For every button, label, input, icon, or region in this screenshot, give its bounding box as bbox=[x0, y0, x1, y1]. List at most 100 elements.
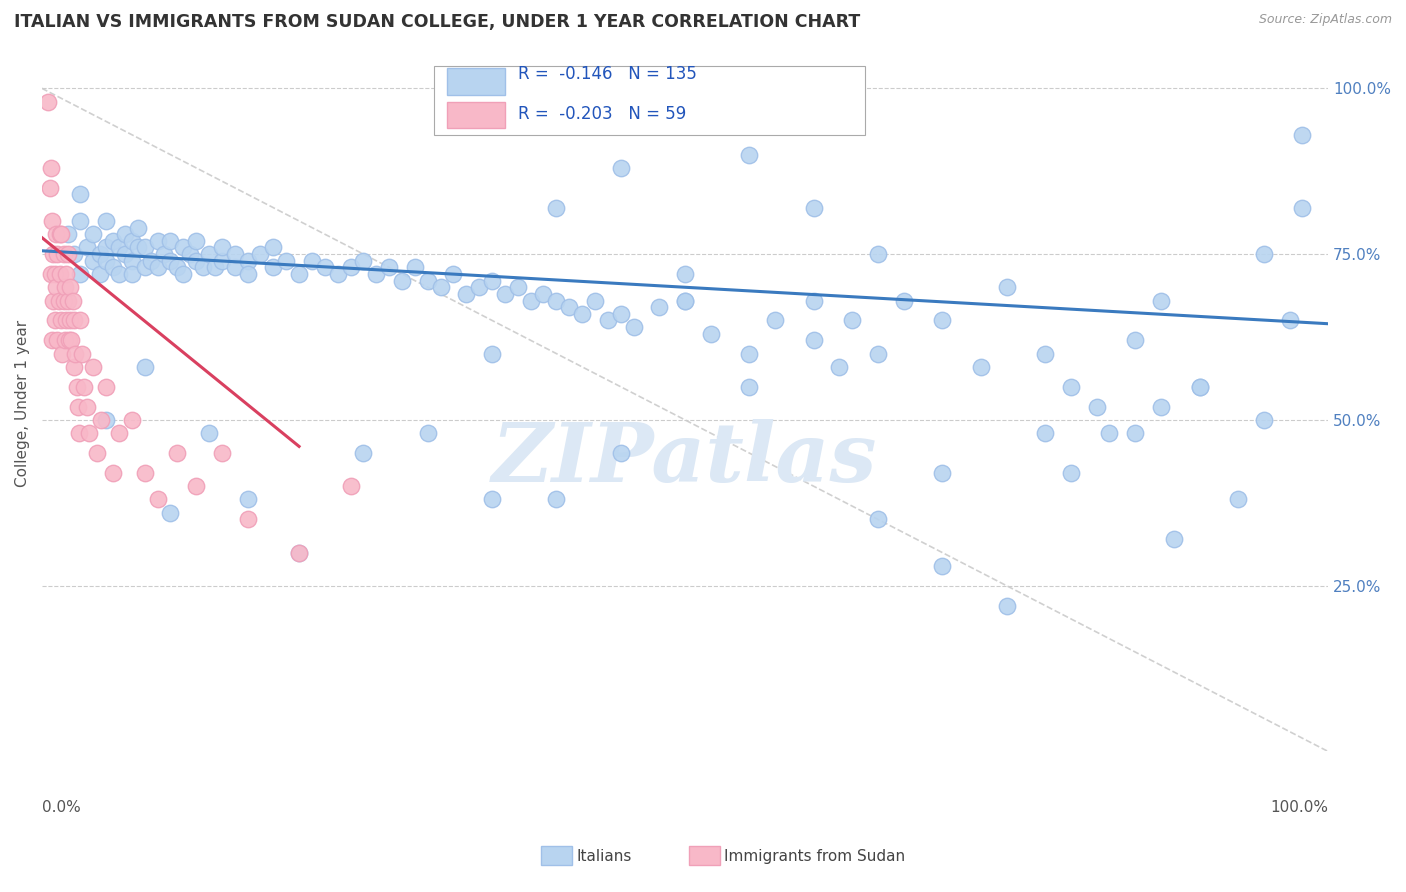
Point bbox=[48, 293, 70, 308]
Point bbox=[53, 334, 76, 348]
Point bbox=[596, 313, 619, 327]
Point bbox=[159, 506, 181, 520]
Point bbox=[89, 267, 111, 281]
Point bbox=[121, 413, 143, 427]
Point bbox=[49, 267, 72, 281]
Point bbox=[1227, 492, 1250, 507]
Point bbox=[101, 466, 124, 480]
Point bbox=[1123, 334, 1146, 348]
Point bbox=[146, 234, 169, 248]
Point bbox=[352, 253, 374, 268]
Point bbox=[366, 267, 388, 281]
Point bbox=[468, 280, 491, 294]
Point bbox=[506, 280, 529, 294]
FancyBboxPatch shape bbox=[434, 66, 865, 136]
Point bbox=[127, 220, 149, 235]
Point bbox=[159, 234, 181, 248]
Point bbox=[94, 253, 117, 268]
Point bbox=[609, 446, 631, 460]
Point bbox=[121, 267, 143, 281]
Point bbox=[191, 260, 214, 275]
Point bbox=[841, 313, 863, 327]
Point bbox=[571, 307, 593, 321]
Point bbox=[995, 599, 1018, 613]
Point bbox=[1060, 466, 1083, 480]
Point bbox=[59, 280, 82, 294]
Point bbox=[153, 247, 176, 261]
Point bbox=[1188, 380, 1211, 394]
Point bbox=[429, 280, 451, 294]
Point bbox=[63, 313, 86, 327]
Point bbox=[108, 426, 131, 441]
Point bbox=[262, 240, 284, 254]
Text: Italians: Italians bbox=[576, 849, 631, 863]
Point bbox=[69, 214, 91, 228]
Point bbox=[803, 334, 825, 348]
Point bbox=[866, 512, 889, 526]
Point bbox=[970, 359, 993, 374]
Point bbox=[1123, 426, 1146, 441]
Point bbox=[42, 293, 65, 308]
Point bbox=[931, 466, 953, 480]
Point bbox=[44, 313, 66, 327]
Point bbox=[52, 293, 75, 308]
Text: 100.0%: 100.0% bbox=[1270, 800, 1329, 815]
Point bbox=[609, 161, 631, 175]
Point bbox=[236, 512, 259, 526]
Point bbox=[236, 253, 259, 268]
Point bbox=[314, 260, 336, 275]
Point bbox=[673, 293, 696, 308]
Point bbox=[56, 293, 79, 308]
Point bbox=[803, 293, 825, 308]
Point bbox=[416, 426, 439, 441]
Point bbox=[236, 492, 259, 507]
Text: 0.0%: 0.0% bbox=[42, 800, 80, 815]
Point bbox=[172, 267, 194, 281]
Point bbox=[172, 240, 194, 254]
Point bbox=[46, 247, 69, 261]
Point bbox=[56, 227, 79, 242]
Point bbox=[352, 446, 374, 460]
Point bbox=[1060, 380, 1083, 394]
Point bbox=[94, 380, 117, 394]
Point bbox=[1188, 380, 1211, 394]
Point bbox=[546, 201, 568, 215]
Point bbox=[1253, 247, 1275, 261]
Point bbox=[648, 300, 671, 314]
Point bbox=[262, 260, 284, 275]
Point bbox=[49, 227, 72, 242]
Point bbox=[108, 267, 131, 281]
Point bbox=[41, 334, 63, 348]
Point bbox=[159, 253, 181, 268]
Point bbox=[49, 227, 72, 242]
Point bbox=[288, 267, 311, 281]
Point bbox=[114, 227, 136, 242]
Point bbox=[94, 240, 117, 254]
Point bbox=[52, 247, 75, 261]
Point bbox=[55, 267, 77, 281]
Point bbox=[89, 247, 111, 261]
Y-axis label: College, Under 1 year: College, Under 1 year bbox=[15, 319, 30, 487]
Point bbox=[236, 267, 259, 281]
Point bbox=[404, 260, 426, 275]
Point bbox=[101, 260, 124, 275]
Point bbox=[186, 253, 208, 268]
Point bbox=[134, 260, 156, 275]
Point bbox=[58, 334, 80, 348]
Point bbox=[146, 492, 169, 507]
Point bbox=[249, 247, 271, 261]
Point bbox=[134, 240, 156, 254]
Point bbox=[70, 346, 93, 360]
Point bbox=[931, 558, 953, 573]
Point bbox=[326, 267, 349, 281]
Point bbox=[1253, 413, 1275, 427]
Point bbox=[166, 446, 188, 460]
Point bbox=[60, 334, 83, 348]
Point bbox=[79, 426, 101, 441]
Text: R =  -0.203   N = 59: R = -0.203 N = 59 bbox=[517, 105, 686, 123]
Point bbox=[94, 214, 117, 228]
Text: Source: ZipAtlas.com: Source: ZipAtlas.com bbox=[1258, 13, 1392, 27]
Point bbox=[803, 201, 825, 215]
Point bbox=[69, 313, 91, 327]
Point bbox=[1150, 400, 1173, 414]
